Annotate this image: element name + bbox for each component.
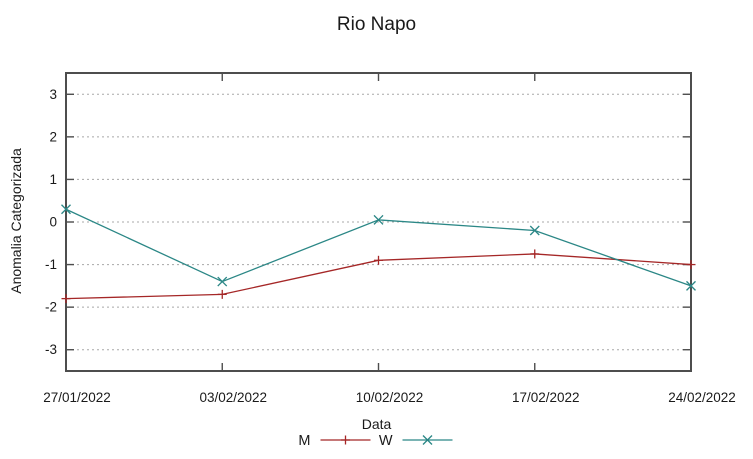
legend-label-M: M [298,433,310,449]
series-W-marker [686,280,696,291]
series-W-marker [373,214,384,225]
plot-border [65,72,692,372]
chart-title: Rio Napo [336,14,417,35]
y-tick-label: -2 [45,300,57,315]
y-tick-label: 3 [49,87,57,102]
x-tick-label: 27/01/2022 [43,390,111,405]
x-tick-label: 17/02/2022 [512,390,580,405]
x-tick-label: 24/02/2022 [668,390,736,405]
x-tick-label: 03/02/2022 [199,390,267,405]
legend-label-W: W [379,433,393,449]
x-axis-label: Data [361,416,392,432]
y-tick-label: 2 [49,129,57,144]
y-tick-label: 1 [49,172,57,187]
legend-marker-W [422,435,433,445]
y-tick-label: -1 [45,257,57,272]
series-W-marker [61,204,71,215]
series-W-marker [217,276,228,287]
x-tick-label: 10/02/2022 [356,390,424,405]
series-W-marker [529,225,540,236]
y-tick-label: 0 [49,215,57,230]
y-tick-label: -3 [45,342,57,357]
